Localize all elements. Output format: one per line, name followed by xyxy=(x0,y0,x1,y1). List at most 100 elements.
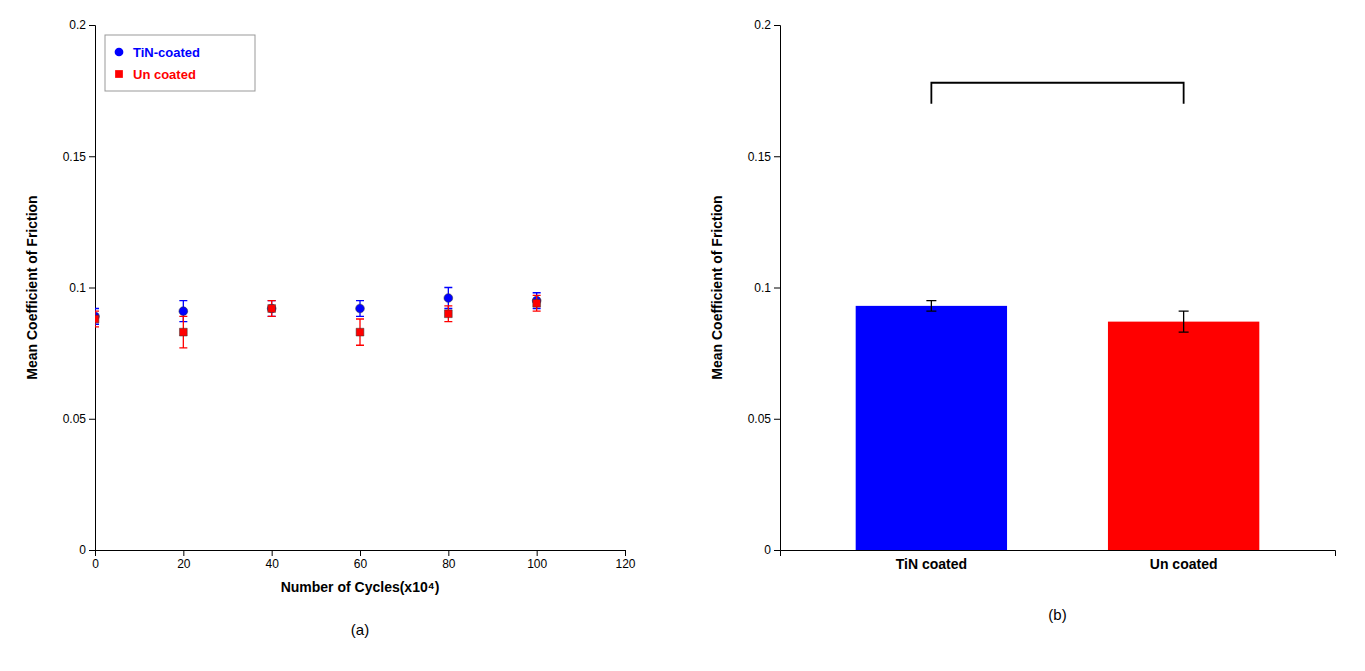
legend-symbol xyxy=(115,70,123,78)
tick-label: 100 xyxy=(527,557,547,571)
tick-label: 40 xyxy=(265,557,279,571)
tick-mark xyxy=(625,550,626,556)
tick-mark xyxy=(89,25,95,26)
error-bar xyxy=(179,316,187,348)
y-axis: 0 0.05 0.1 0.15 0.2 xyxy=(748,18,781,557)
point xyxy=(356,304,365,313)
tick-label: 0 xyxy=(764,543,771,557)
x-axis: 0 20 40 60 80 100 120 xyxy=(92,550,636,571)
tick-label: 0 xyxy=(92,557,99,571)
series xyxy=(95,295,541,348)
tick-label: 120 xyxy=(615,557,635,571)
tick-mark xyxy=(774,25,780,26)
tick: 60 xyxy=(354,550,368,571)
error-bar xyxy=(356,319,364,345)
tick-label: 20 xyxy=(177,557,191,571)
tick: TiN coated xyxy=(896,556,967,572)
tick-label: 0.15 xyxy=(748,150,772,164)
tick: 0.05 xyxy=(748,412,780,426)
axis-line xyxy=(781,551,1336,557)
legend: TiN-coated Un coated xyxy=(105,35,255,91)
point xyxy=(444,294,453,303)
y-axis-title: Mean Coefficient of Friction xyxy=(709,195,725,379)
error-bar xyxy=(926,301,936,312)
error-bar xyxy=(533,295,541,311)
error-bar xyxy=(268,301,276,317)
point xyxy=(268,305,276,313)
error-bar xyxy=(95,311,99,327)
point xyxy=(267,304,276,313)
tick-mark xyxy=(89,550,95,551)
tick: 40 xyxy=(265,550,279,571)
point xyxy=(179,328,187,336)
error-bar xyxy=(444,306,452,322)
tick: 0 xyxy=(92,550,99,571)
tick: 0.1 xyxy=(69,281,95,295)
bar xyxy=(856,306,1007,550)
point xyxy=(444,310,452,318)
tick-label: 60 xyxy=(354,557,368,571)
y-axis-title: Mean Coefficient of Friction xyxy=(24,195,40,379)
tick-mark xyxy=(89,156,95,157)
tick: Un coated xyxy=(1150,556,1218,572)
legend-box xyxy=(105,35,255,91)
axis-line xyxy=(96,551,626,557)
tick: 20 xyxy=(177,550,191,571)
tick-mark xyxy=(360,550,361,556)
tick-label: 0.1 xyxy=(69,281,86,295)
tick: 0.1 xyxy=(754,281,780,295)
tick-mark xyxy=(89,419,95,420)
legend-symbol xyxy=(115,48,124,57)
significance-bracket xyxy=(931,83,1183,104)
tick-label: Un coated xyxy=(1150,556,1218,572)
plot-marks xyxy=(856,83,1260,550)
tick: 0.15 xyxy=(63,150,95,164)
error-bar xyxy=(268,301,276,317)
tick-label: TiN coated xyxy=(896,556,967,572)
point xyxy=(533,299,541,307)
legend-item: Un coated xyxy=(115,67,196,82)
tick: 120 xyxy=(615,550,635,571)
error-bar xyxy=(1179,311,1189,332)
tick-mark xyxy=(774,419,780,420)
point xyxy=(179,307,188,316)
tick-mark xyxy=(183,550,184,556)
bar xyxy=(1108,322,1259,550)
tick: 0.2 xyxy=(69,18,95,32)
tick-label: 0 xyxy=(79,543,86,557)
legend-label: TiN-coated xyxy=(133,45,200,60)
legend-label: Un coated xyxy=(133,67,196,82)
y-axis: 0 0.05 0.1 0.15 0.2 xyxy=(63,18,96,557)
tick-label: 0.05 xyxy=(63,412,87,426)
axis-line xyxy=(774,26,781,551)
tick-label: 0.2 xyxy=(69,18,86,32)
tick-label: 0.05 xyxy=(748,412,772,426)
tick-mark xyxy=(448,550,449,556)
tick: 0.15 xyxy=(748,150,780,164)
tick-label: 0.2 xyxy=(754,18,771,32)
point xyxy=(95,315,99,323)
axis-line xyxy=(89,26,96,551)
tick-mark xyxy=(89,288,95,289)
panel-label: (a) xyxy=(351,621,369,638)
tick: 0.2 xyxy=(754,18,780,32)
tick-mark xyxy=(774,156,780,157)
error-bar xyxy=(356,301,364,317)
tick-label: 80 xyxy=(442,557,456,571)
series xyxy=(95,288,541,325)
tick: 0.05 xyxy=(63,412,95,426)
plot-marks xyxy=(95,288,541,348)
tick-label: 0.15 xyxy=(63,150,87,164)
x-axis-title: Number of Cycles(x10⁴) xyxy=(281,579,440,595)
tick: 100 xyxy=(527,550,547,571)
panel-label: (b) xyxy=(1048,606,1066,623)
tick-mark xyxy=(774,288,780,289)
point xyxy=(356,328,364,336)
tick-mark xyxy=(537,550,538,556)
tick-mark xyxy=(272,550,273,556)
legend-item: TiN-coated xyxy=(115,45,200,60)
tick-label: 0.1 xyxy=(754,281,771,295)
chart-root: 0 20 40 60 80 100 120 0 0.05 0.1 0.15 0.2 Number of … xyxy=(0,0,1365,671)
tick: 80 xyxy=(442,550,456,571)
x-axis: TiN coated Un coated xyxy=(781,551,1336,572)
